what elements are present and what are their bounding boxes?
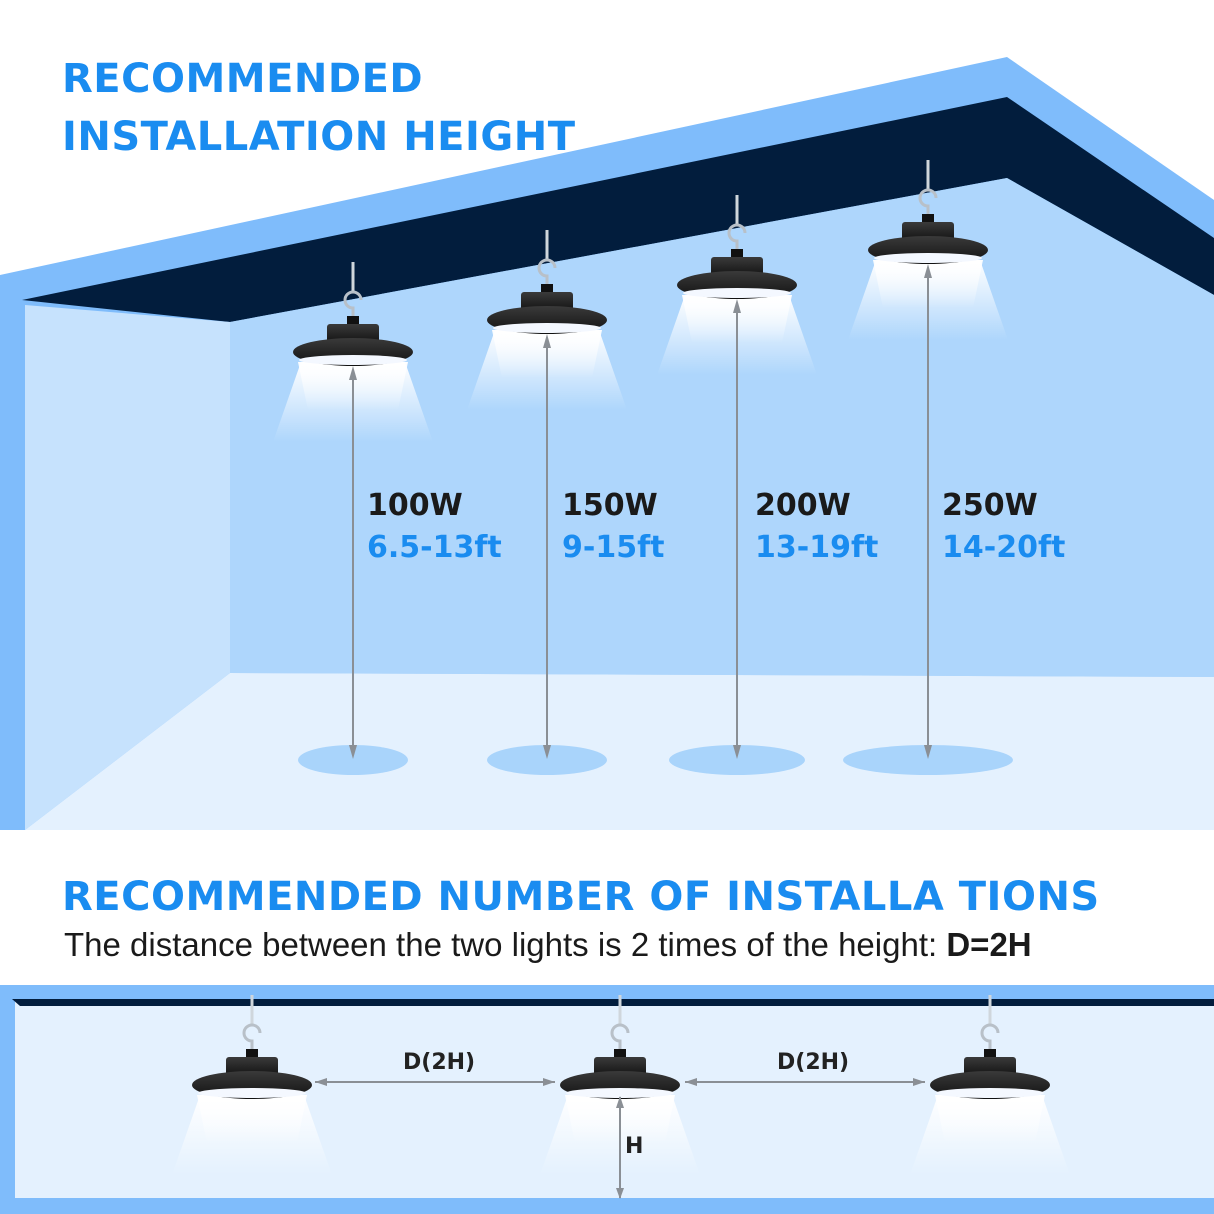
fixture-lens [566, 1088, 674, 1098]
floor-light-spot [669, 745, 805, 775]
arrow-head-down [733, 745, 741, 759]
fixture-lens [299, 355, 407, 365]
height-label: H [625, 1134, 644, 1159]
formula: D=2H [946, 926, 1032, 963]
room-top [0, 57, 1214, 830]
arrow-head-down [924, 745, 932, 759]
arrow-head-up [616, 1096, 624, 1108]
ceiling [22, 97, 1214, 322]
fixture-neck [541, 284, 553, 292]
watt-label-150: 150W [562, 488, 658, 523]
high-bay-light [910, 995, 1070, 1175]
hook-icon [727, 223, 747, 251]
fixture-lens [683, 288, 791, 298]
title-number-of-installations: RECOMMENDED NUMBER OF INSTALLA TIONS [62, 874, 1100, 920]
hook-icon [242, 1023, 262, 1051]
arrow-head-up [349, 366, 357, 380]
fixture-lens [874, 253, 982, 263]
hook-icon [537, 258, 557, 286]
spacing-label-2: D(2H) [777, 1050, 850, 1075]
subtitle-text: The distance between the two lights is 2… [64, 926, 947, 963]
left-wall [25, 305, 230, 830]
arrow-head-left [685, 1078, 697, 1086]
top-lights [273, 160, 1013, 775]
title-installation-height: RECOMMENDED INSTALLATION HEIGHT [62, 50, 575, 166]
fixture-neck [731, 249, 743, 257]
title-line-1: RECOMMENDED [62, 56, 424, 102]
arrow-head-down [616, 1188, 624, 1199]
fixture-lens [198, 1088, 306, 1098]
arrow-head-right [913, 1078, 925, 1086]
fixture-neck [246, 1049, 258, 1057]
fixture-neck [614, 1049, 626, 1057]
range-label-100: 6.5-13ft [367, 530, 502, 565]
watt-label-250: 250W [942, 488, 1038, 523]
subtitle: The distance between the two lights is 2… [64, 926, 1032, 964]
hook-icon [610, 1023, 630, 1051]
hook-icon [980, 1023, 1000, 1051]
title-line-2: INSTALLATION HEIGHT [62, 114, 576, 160]
range-label-250: 14-20ft [942, 530, 1066, 565]
bottom-lights [172, 995, 1070, 1199]
light-beam-glow [197, 1095, 307, 1143]
arrow-head-up [543, 334, 551, 348]
range-label-200: 13-19ft [755, 530, 879, 565]
arrow-head-up [924, 264, 932, 278]
arrow-head-right [543, 1078, 555, 1086]
floor-light-spot [843, 745, 1013, 775]
fixture-lens [493, 323, 601, 333]
light-beam-glow [935, 1095, 1045, 1143]
arrow-head-up [733, 299, 741, 313]
hook-icon [343, 290, 363, 318]
fixture-neck [922, 214, 934, 222]
watt-label-100: 100W [367, 488, 463, 523]
arrow-head-down [349, 745, 357, 759]
fixture-lens [936, 1088, 1044, 1098]
floor-light-spot [487, 745, 607, 775]
high-bay-light [172, 995, 332, 1175]
fixture-neck [347, 316, 359, 324]
range-label-150: 9-15ft [562, 530, 665, 565]
watt-label-200: 200W [755, 488, 851, 523]
arrow-head-down [543, 745, 551, 759]
fixture-neck [984, 1049, 996, 1057]
bottom-ceiling [12, 999, 1214, 1006]
spacing-label-1: D(2H) [403, 1050, 476, 1075]
hook-icon [918, 188, 938, 216]
floor-light-spot [298, 745, 408, 775]
floor [25, 673, 1214, 830]
arrow-head-left [315, 1078, 327, 1086]
